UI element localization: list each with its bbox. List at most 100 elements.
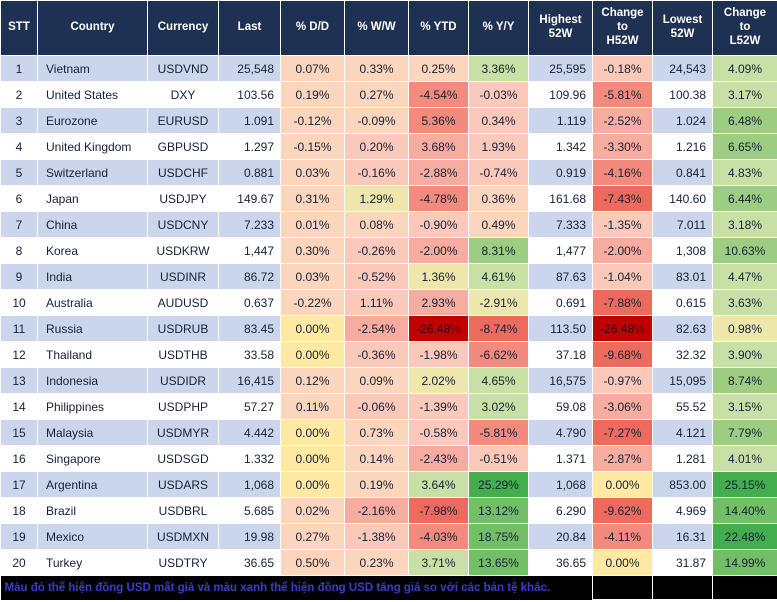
currency-cell: EURUSD [147,107,219,134]
pct-dd-cell: 0.00% [280,315,345,342]
header-cell: Currency [147,0,219,56]
pct-yy-cell: 0.36% [468,185,529,212]
currency-cell: USDBRL [147,497,219,524]
lowest-52w-cell: 32.32 [652,341,713,368]
change-l52w-cell: 4.47% [712,263,777,290]
stt-cell: 19 [0,523,38,550]
pct-ww-cell: 0.73% [344,419,409,446]
pct-dd-cell: -0.22% [280,289,345,316]
country-cell: Turkey [37,549,148,576]
country-cell: Brazil [37,497,148,524]
table-row: 20 Turkey USDTRY 36.65 0.50% 0.23% 3.71% 13.65%… [0,549,777,576]
pct-dd-cell: 0.19% [280,81,345,108]
last-cell: 1.091 [218,107,281,134]
last-cell: 1,068 [218,471,281,498]
highest-52w-cell: 161.68 [528,185,593,212]
change-h52w-cell: -7.88% [592,289,653,316]
pct-ww-cell: 0.27% [344,81,409,108]
currency-cell: USDSGD [147,445,219,472]
pct-yy-cell: 25.29% [468,471,529,498]
highest-52w-cell: 113.50 [528,315,593,342]
change-l52w-cell: 3.18% [712,211,777,238]
country-cell: Korea [37,237,148,264]
pct-ww-cell: -2.16% [344,497,409,524]
highest-52w-cell: 0.691 [528,289,593,316]
currency-cell: USDINR [147,263,219,290]
footer-note: Màu đỏ thể hiện đồng USD mất giá và màu … [0,575,593,600]
country-cell: United Kingdom [37,133,148,160]
table-row: 9 India USDINR 86.72 0.03% -0.52% 1.36% 4.61% 87… [0,263,777,290]
change-l52w-cell: 3.17% [712,81,777,108]
currency-cell: USDMYR [147,419,219,446]
lowest-52w-cell: 100.38 [652,81,713,108]
header-cell: % D/D [280,0,345,56]
last-cell: 4.442 [218,419,281,446]
stt-cell: 5 [0,159,38,186]
lowest-52w-cell: 55.52 [652,393,713,420]
pct-dd-cell: 0.02% [280,497,345,524]
last-cell: 86.72 [218,263,281,290]
stt-cell: 13 [0,367,38,394]
last-cell: 19.98 [218,523,281,550]
table-row: 2 United States DXY 103.56 0.19% 0.27% -4.54% -… [0,81,777,108]
country-cell: India [37,263,148,290]
change-l52w-cell: 8.74% [712,367,777,394]
change-h52w-cell: -7.43% [592,185,653,212]
table-row: 4 United Kingdom GBPUSD 1.297 -0.15% 0.20% 3.6… [0,133,777,160]
pct-dd-cell: 0.30% [280,237,345,264]
pct-ytd-cell: -26.48% [408,315,469,342]
change-h52w-cell: -4.16% [592,159,653,186]
table-row: 8 Korea USDKRW 1,447 0.30% -0.26% -2.00% 8.31% 1… [0,237,777,264]
lowest-52w-cell: 1,308 [652,237,713,264]
currency-cell: USDPHP [147,393,219,420]
currency-cell: USDVND [147,55,219,82]
pct-yy-cell: 3.02% [468,393,529,420]
pct-yy-cell: -0.74% [468,159,529,186]
pct-ytd-cell: -2.43% [408,445,469,472]
lowest-52w-cell: 4.969 [652,497,713,524]
lowest-52w-cell: 140.60 [652,185,713,212]
last-cell: 36.65 [218,549,281,576]
country-cell: Mexico [37,523,148,550]
change-l52w-cell: 3.63% [712,289,777,316]
last-cell: 103.56 [218,81,281,108]
pct-yy-cell: -0.03% [468,81,529,108]
pct-yy-cell: 0.49% [468,211,529,238]
table-row: 17 Argentina USDARS 1,068 0.00% 0.19% 3.64% 25.… [0,471,777,498]
currency-cell: USDTRY [147,549,219,576]
pct-dd-cell: 0.31% [280,185,345,212]
highest-52w-cell: 1,477 [528,237,593,264]
pct-ytd-cell: 3.64% [408,471,469,498]
country-cell: China [37,211,148,238]
change-l52w-cell: 25.15% [712,471,777,498]
country-cell: Switzerland [37,159,148,186]
pct-dd-cell: 0.12% [280,367,345,394]
pct-ww-cell: -0.26% [344,237,409,264]
change-h52w-cell: -3.06% [592,393,653,420]
currency-cell: USDJPY [147,185,219,212]
currency-cell: USDARS [147,471,219,498]
stt-cell: 7 [0,211,38,238]
currency-cell: USDRUB [147,315,219,342]
header-cell: Last [218,0,281,56]
highest-52w-cell: 109.96 [528,81,593,108]
stt-cell: 15 [0,419,38,446]
pct-yy-cell: 13.65% [468,549,529,576]
header-cell: % Y/Y [468,0,529,56]
highest-52w-cell: 20.84 [528,523,593,550]
highest-52w-cell: 87.63 [528,263,593,290]
highest-52w-cell: 1,068 [528,471,593,498]
pct-ww-cell: 0.19% [344,471,409,498]
pct-yy-cell: 13.12% [468,497,529,524]
change-l52w-cell: 7.79% [712,419,777,446]
country-cell: Japan [37,185,148,212]
change-h52w-cell: -9.68% [592,341,653,368]
lowest-52w-cell: 83.01 [652,263,713,290]
stt-cell: 3 [0,107,38,134]
lowest-52w-cell: 853.00 [652,471,713,498]
pct-ww-cell: 0.23% [344,549,409,576]
country-cell: United States [37,81,148,108]
lowest-52w-cell: 82.63 [652,315,713,342]
stt-cell: 6 [0,185,38,212]
pct-dd-cell: 0.50% [280,549,345,576]
